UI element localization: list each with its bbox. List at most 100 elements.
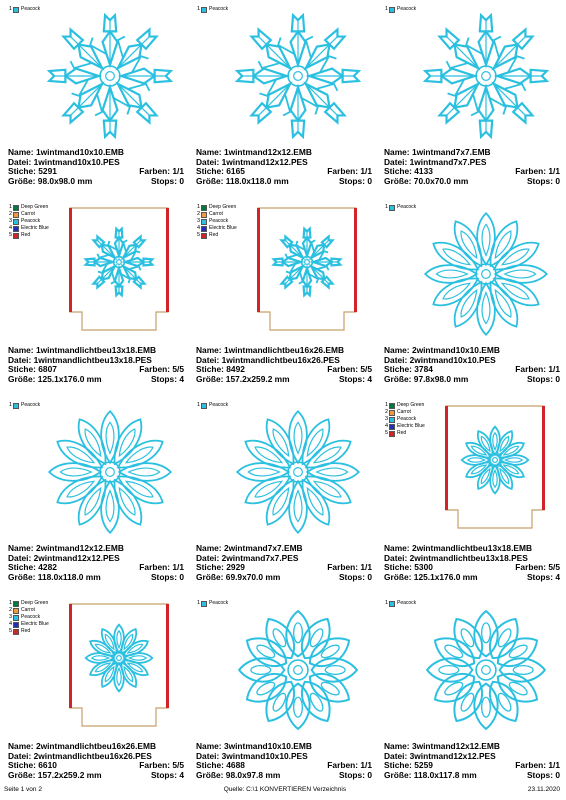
flake-arm <box>305 462 361 482</box>
design-name: 2wintmandlichtbeu16x26.EMB <box>35 741 157 751</box>
stitches-label: Stiche: <box>8 166 36 177</box>
thread-number: 3 <box>8 218 12 224</box>
thread-name: Red <box>21 232 31 238</box>
stops-row: Stops: 0 <box>527 374 560 385</box>
flake-arm <box>305 55 362 85</box>
flake-arm <box>493 264 549 284</box>
colors-label: Farben: <box>515 562 547 573</box>
thread-swatch <box>13 204 19 211</box>
flake-arm <box>61 27 105 71</box>
thread-name: Deep Green <box>209 204 237 210</box>
thread-name: Peacock <box>21 6 41 12</box>
thread-color-item: 4 Electric Blue <box>194 225 237 232</box>
thread-swatch <box>201 218 207 225</box>
design-size: 125.1x176.0 mm <box>37 373 102 384</box>
thread-number: 5 <box>196 232 200 238</box>
stops-label: Stops: <box>338 373 365 384</box>
file-label: Datei: <box>384 156 408 167</box>
design-info: Name: 3wintmand12x12.EMB Datei: 3wintman… <box>384 741 560 780</box>
flake-center <box>99 461 121 483</box>
colors-label: Farben: <box>515 760 547 771</box>
design-info: Name: 1wintmandlichtbeu13x18.EMB Datei: … <box>8 345 184 385</box>
thread-color-item: 2 Carrot <box>6 211 49 218</box>
light-sleeve-outline <box>69 207 169 331</box>
thread-color-item: 1 Peacock <box>194 6 228 13</box>
flake-arm <box>115 81 159 125</box>
colors-row: Farben: 1/1 <box>515 166 560 177</box>
thread-name: Carrot <box>209 211 223 217</box>
name-row: Name: 1wintmand7x7.EMB <box>384 147 491 158</box>
flake-arm <box>107 226 125 260</box>
flake-arm <box>61 81 105 125</box>
colors-row: Farben: 1/1 <box>139 166 184 177</box>
flake-center <box>488 453 502 467</box>
size-label: Größe: <box>196 175 224 186</box>
name-label: Name: <box>384 741 410 751</box>
design-preview <box>445 405 545 529</box>
thread-name: Electric Blue <box>21 621 49 627</box>
thread-swatch <box>13 218 19 225</box>
name-label: Name: <box>8 543 34 553</box>
stops-row: Stops: 0 <box>526 175 560 187</box>
thread-legend: 1 Deep Green 2 Carrot 3 Peacock 4 Electric Blue… <box>6 600 49 635</box>
color-count: 1/1 <box>172 562 184 573</box>
thread-name: Peacock <box>397 416 417 422</box>
thread-swatch <box>201 402 207 409</box>
file-row: Datei: 3wintmand12x12.PES <box>384 751 496 762</box>
flake-arm <box>271 256 305 274</box>
flake-center <box>475 659 497 681</box>
snowflake-motif <box>237 609 359 731</box>
flake-arm <box>309 250 343 268</box>
stops-row: Stops: 0 <box>339 176 372 187</box>
stops-label: Stops: <box>526 175 553 186</box>
name-row: Name: 1wintmandlichtbeu13x18.EMB <box>8 345 156 356</box>
thread-name: Electric Blue <box>209 225 237 231</box>
stop-count: 4 <box>367 373 372 384</box>
flake-arm <box>425 657 474 683</box>
thread-color-item: 3 Peacock <box>6 614 49 621</box>
flake-arm <box>303 81 347 125</box>
snowflake-motif <box>47 409 173 535</box>
thread-swatch <box>13 225 19 232</box>
colors-label: Farben: <box>139 364 171 375</box>
size-label: Größe: <box>196 571 224 582</box>
color-count: 1/1 <box>548 166 560 177</box>
colors-row: Farben: 5/5 <box>515 562 560 573</box>
flake-arm <box>279 263 306 290</box>
file-row: Datei: 2wintmandlichtbeu16x26.PES <box>8 751 152 762</box>
thread-color-item: 2 Carrot <box>194 211 237 218</box>
stops-label: Stops: <box>150 175 177 186</box>
name-row: Name: 1wintmand12x12.EMB <box>196 147 312 158</box>
stitches-label: Stiche: <box>196 364 224 375</box>
name-row: Name: 3wintmand12x12.EMB <box>384 741 500 752</box>
stitch-count: 6807 <box>38 364 57 375</box>
design-file: 1wintmand10x10.PES <box>33 156 120 167</box>
flake-arm <box>423 264 479 284</box>
thread-swatch <box>201 211 207 218</box>
design-card: 1 Peacock Name: 1wintmand10x10.EMB Datei:… <box>6 6 186 194</box>
design-card: 1 Peacock Name: 3wintmand12x12.EMB Datei:… <box>382 600 562 788</box>
size-label: Größe: <box>8 373 36 384</box>
thread-swatch <box>201 6 207 13</box>
size-row: Größe: 157.2x259.2 mm <box>8 770 102 781</box>
colors-label: Farben: <box>327 166 359 177</box>
size-label: Größe: <box>384 769 412 780</box>
flake-center <box>300 255 314 269</box>
flake-arm <box>91 263 118 290</box>
file-row: Datei: 1wintmandlichtbeu16x26.PES <box>196 355 340 366</box>
design-name: 2wintmand7x7.EMB <box>223 543 303 553</box>
stop-count: 0 <box>367 769 372 780</box>
name-row: Name: 2wintmandlichtbeu16x26.EMB <box>8 741 157 752</box>
file-label: Datei: <box>8 354 32 365</box>
stops-row: Stops: 4 <box>527 572 560 583</box>
thread-number: 3 <box>196 218 200 224</box>
thread-name: Peacock <box>209 6 229 12</box>
thread-legend: 1 Peacock <box>6 6 40 13</box>
stops-row: Stops: 4 <box>151 374 184 385</box>
flake-center <box>287 65 309 87</box>
thread-legend: 1 Deep Green 2 Carrot 3 Peacock 4 Electric Blue… <box>382 402 425 437</box>
flake-arm <box>100 628 118 655</box>
thread-name: Peacock <box>209 402 229 408</box>
stitches-row: Stiche: 6165 <box>196 166 245 177</box>
color-count: 1/1 <box>360 760 372 771</box>
